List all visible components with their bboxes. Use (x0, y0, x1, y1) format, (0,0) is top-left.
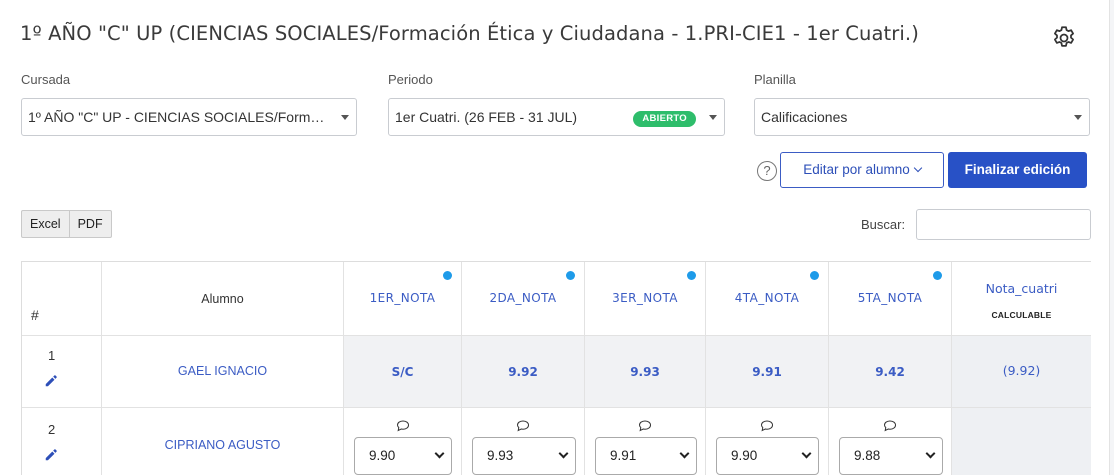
grade-cell[interactable]: 9.92 (462, 336, 585, 408)
header-col-label: 2DA_NOTA (489, 291, 557, 305)
header-num: # (31, 307, 39, 323)
status-badge: ABIERTO (633, 111, 696, 127)
grade-value: S/C (391, 365, 414, 379)
chevron-down-icon (679, 448, 690, 459)
comment-icon[interactable] (883, 420, 897, 432)
grade-select[interactable]: 9.93 (472, 437, 576, 475)
info-dot-icon (810, 271, 819, 280)
grade-cell[interactable]: 9.93 (585, 336, 706, 408)
caret-down-icon (709, 115, 717, 120)
comment-icon[interactable] (516, 420, 530, 432)
excel-button[interactable]: Excel (22, 211, 70, 237)
planilla-select[interactable]: Calificaciones (754, 98, 1090, 136)
grade-select[interactable]: 9.88 (839, 437, 943, 475)
info-dot-icon (687, 271, 696, 280)
header-col-label: 3ER_NOTA (612, 291, 678, 305)
page-title: 1º AÑO "C" UP (CIENCIAS SOCIALES/Formaci… (20, 22, 919, 45)
edit-by-student-label: Editar por alumno (803, 162, 910, 177)
header-calc-name: Nota_cuatri (985, 281, 1058, 296)
grade-select-value: 9.90 (731, 448, 758, 463)
header-alumno: Alumno (201, 292, 244, 306)
pdf-button[interactable]: PDF (77, 217, 103, 231)
grade-value: 9.42 (875, 365, 905, 379)
chevron-down-icon (913, 163, 923, 173)
table-row-num-cell: 1 (22, 336, 102, 408)
chevron-down-icon (434, 448, 445, 459)
header-calc-sub: CALCULABLE (991, 310, 1052, 320)
grade-cell[interactable]: 9.42 (829, 336, 952, 408)
grade-value: 9.93 (630, 365, 660, 379)
grade-cell[interactable]: 9.91 (706, 336, 829, 408)
chevron-down-icon (801, 448, 812, 459)
header-cell-col[interactable]: 1ER_NOTA (344, 262, 462, 336)
header-cell-col[interactable]: 3ER_NOTA (585, 262, 706, 336)
cursada-label: Cursada (21, 72, 71, 87)
periodo-label: Periodo (388, 72, 433, 87)
calc-value: (9.92) (1002, 363, 1041, 378)
student-name-link[interactable]: CIPRIANO AGUSTO (164, 438, 281, 452)
chevron-down-icon (558, 448, 569, 459)
header-cell-calc: Nota_cuatri CALCULABLE (952, 262, 1091, 336)
caret-down-icon (341, 115, 349, 120)
table-row-num-cell: 2 (22, 408, 102, 475)
info-dot-icon (566, 271, 575, 280)
grade-select-value: 9.91 (610, 448, 637, 463)
header-cell-alumno: Alumno (102, 262, 344, 336)
table-row-name-cell: GAEL IGNACIO (102, 336, 344, 408)
finish-edit-button[interactable]: Finalizar edición (948, 152, 1087, 188)
header-cell-col[interactable]: 2DA_NOTA (462, 262, 585, 336)
calc-cell (952, 408, 1091, 475)
info-dot-icon (443, 271, 452, 280)
edit-by-student-button[interactable]: Editar por alumno (780, 152, 944, 188)
help-icon[interactable]: ? (757, 161, 777, 181)
search-input[interactable] (916, 209, 1091, 240)
grade-edit-cell: 9.91 (585, 408, 706, 475)
header-cell-col[interactable]: 5TA_NOTA (829, 262, 952, 336)
header-col-label: 5TA_NOTA (857, 291, 923, 305)
header-col-label: 1ER_NOTA (369, 291, 436, 305)
header-col-label: 4TA_NOTA (734, 291, 800, 305)
planilla-label: Planilla (754, 72, 796, 87)
chevron-down-icon (925, 448, 936, 459)
grade-edit-cell: 9.88 (829, 408, 952, 475)
comment-icon[interactable] (638, 420, 652, 432)
periodo-select[interactable]: 1er Cuatri. (26 FEB - 31 JUL) ABIERTO (388, 98, 725, 136)
grade-select-value: 9.90 (369, 448, 396, 463)
grade-value: 9.91 (752, 365, 782, 379)
search-label: Buscar: (861, 217, 906, 232)
calc-cell: (9.92) (952, 336, 1091, 408)
grades-table: # Alumno 1ER_NOTA 2DA_NOTA 3ER_NOTA 4TA_… (21, 261, 1091, 475)
comment-icon[interactable] (396, 420, 410, 432)
pencil-icon[interactable] (44, 374, 58, 388)
caret-down-icon (1074, 115, 1082, 120)
grade-edit-cell: 9.93 (462, 408, 585, 475)
grade-edit-cell: 9.90 (706, 408, 829, 475)
grade-select-value: 9.88 (854, 448, 881, 463)
row-number: 2 (48, 422, 56, 437)
student-name-link[interactable]: GAEL IGNACIO (177, 364, 268, 378)
comment-icon[interactable] (760, 420, 774, 432)
cursada-select[interactable]: 1º AÑO "C" UP - CIENCIAS SOCIALES/Formac… (21, 98, 357, 136)
cursada-value: 1º AÑO "C" UP - CIENCIAS SOCIALES/Formac… (28, 109, 330, 125)
gear-icon[interactable] (1050, 24, 1078, 52)
grade-select[interactable]: 9.90 (354, 437, 452, 475)
grade-select[interactable]: 9.91 (595, 437, 697, 475)
header-cell-col[interactable]: 4TA_NOTA (706, 262, 829, 336)
grade-edit-cell: 9.90 (344, 408, 462, 475)
pencil-icon[interactable] (44, 448, 58, 462)
header-cell-num: # (22, 262, 102, 336)
export-buttons: Excel PDF (21, 210, 112, 238)
grade-select[interactable]: 9.90 (716, 437, 819, 475)
row-number: 1 (48, 348, 56, 363)
planilla-value: Calificaciones (761, 109, 848, 125)
info-dot-icon (933, 271, 942, 280)
grade-value: 9.92 (508, 365, 538, 379)
table-row-name-cell: CIPRIANO AGUSTO (102, 408, 344, 475)
grade-select-value: 9.93 (487, 448, 514, 463)
grade-cell[interactable]: S/C (344, 336, 462, 408)
